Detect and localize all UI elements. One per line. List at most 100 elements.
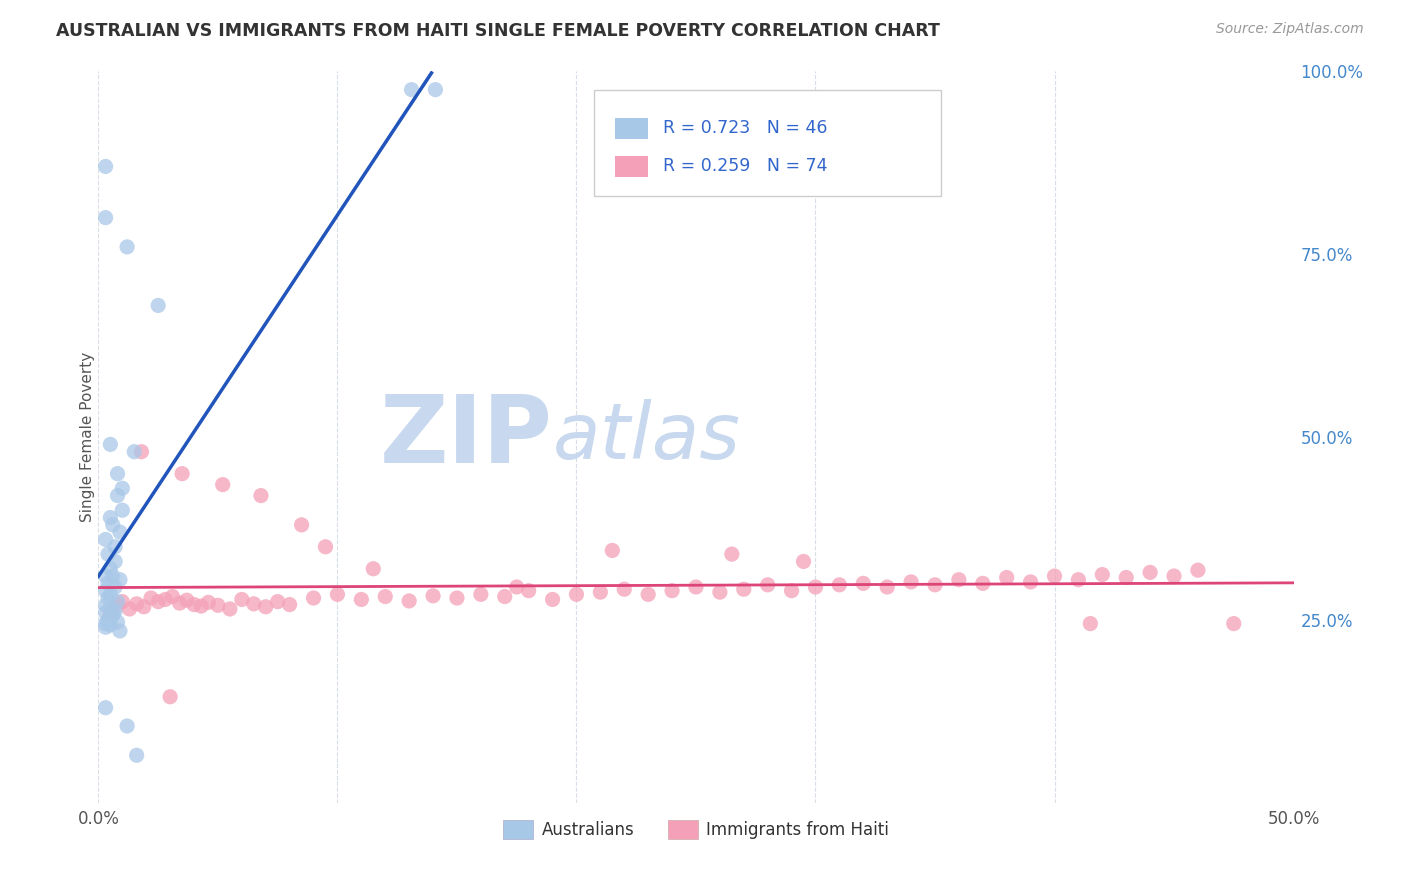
Point <box>1139 566 1161 580</box>
FancyBboxPatch shape <box>614 118 648 138</box>
Point <box>733 582 755 597</box>
Point <box>107 467 129 481</box>
Point <box>94 533 117 547</box>
Point <box>125 748 148 763</box>
Point <box>1091 567 1114 582</box>
Point <box>446 591 468 605</box>
Point <box>602 543 624 558</box>
Point <box>101 607 124 621</box>
Point <box>107 489 129 503</box>
Point <box>804 580 827 594</box>
Point <box>780 583 803 598</box>
Point <box>506 580 529 594</box>
Point <box>131 444 153 458</box>
Point <box>425 83 447 97</box>
Point <box>219 602 242 616</box>
Point <box>207 599 229 613</box>
Point <box>98 611 122 625</box>
Point <box>97 576 120 591</box>
Point <box>94 620 117 634</box>
Point <box>98 562 122 576</box>
Point <box>115 240 138 254</box>
Point <box>162 590 184 604</box>
Point <box>94 606 117 620</box>
Point <box>900 574 922 589</box>
Point <box>211 477 233 491</box>
Text: atlas: atlas <box>553 399 741 475</box>
Point <box>1067 573 1090 587</box>
Point <box>315 540 337 554</box>
Point <box>243 597 266 611</box>
Point <box>1043 569 1066 583</box>
Point <box>852 576 875 591</box>
Point <box>94 160 117 174</box>
Point <box>98 437 122 451</box>
Point <box>104 604 127 618</box>
Point <box>98 510 122 524</box>
Point <box>350 592 373 607</box>
Point <box>101 517 124 532</box>
Point <box>97 613 120 627</box>
Point <box>685 580 707 594</box>
Point <box>541 592 564 607</box>
Point <box>148 594 170 608</box>
Text: ZIP: ZIP <box>380 391 553 483</box>
Point <box>159 690 181 704</box>
Point <box>107 599 129 613</box>
Point <box>995 570 1018 584</box>
Point <box>972 576 994 591</box>
Point <box>94 599 117 613</box>
Point <box>108 525 131 540</box>
Text: R = 0.259   N = 74: R = 0.259 N = 74 <box>662 158 827 176</box>
Y-axis label: Single Female Poverty: Single Female Poverty <box>80 352 94 522</box>
Point <box>398 594 420 608</box>
Point <box>176 593 198 607</box>
Point <box>111 481 134 495</box>
Point <box>613 582 636 597</box>
Point <box>1115 570 1137 584</box>
Point <box>183 598 205 612</box>
Point <box>828 578 851 592</box>
Point <box>125 597 148 611</box>
Point <box>118 602 141 616</box>
Point <box>94 211 117 225</box>
Point <box>104 554 127 568</box>
Point <box>470 587 492 601</box>
Point <box>108 573 131 587</box>
Point <box>97 615 120 629</box>
Point <box>422 589 444 603</box>
Point <box>98 618 122 632</box>
Point <box>107 594 129 608</box>
Point <box>291 517 314 532</box>
Point <box>924 578 946 592</box>
Legend: Australians, Immigrants from Haiti: Australians, Immigrants from Haiti <box>496 814 896 846</box>
Point <box>721 547 744 561</box>
Point <box>948 573 970 587</box>
Point <box>190 599 212 613</box>
Point <box>565 587 588 601</box>
Point <box>115 719 138 733</box>
Point <box>97 591 120 605</box>
Point <box>278 598 301 612</box>
Point <box>302 591 325 605</box>
Point <box>363 562 385 576</box>
Point <box>494 590 516 604</box>
Point <box>326 587 349 601</box>
Text: Source: ZipAtlas.com: Source: ZipAtlas.com <box>1216 22 1364 37</box>
Point <box>101 608 124 623</box>
Point <box>107 615 129 629</box>
Point <box>139 591 162 605</box>
Point <box>148 298 170 312</box>
Point <box>374 590 396 604</box>
Point <box>267 594 290 608</box>
Point <box>108 624 131 638</box>
Point <box>1163 569 1185 583</box>
Point <box>94 700 117 714</box>
Point <box>104 580 127 594</box>
Point <box>231 592 253 607</box>
Point <box>111 503 134 517</box>
Point <box>97 547 120 561</box>
Point <box>401 83 423 97</box>
Point <box>517 583 540 598</box>
Point <box>1019 574 1042 589</box>
